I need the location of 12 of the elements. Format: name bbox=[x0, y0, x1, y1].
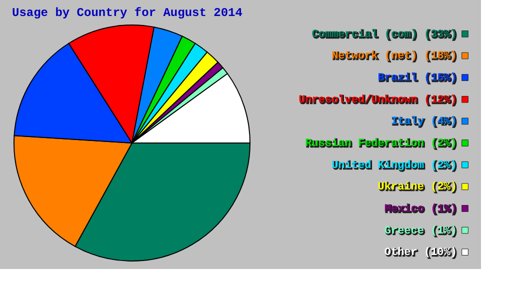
legend-label: Russian Federation (2%) bbox=[305, 138, 457, 150]
legend-label: Other (10%) bbox=[384, 247, 457, 260]
legend-label: Italy (4%) bbox=[390, 116, 457, 128]
legend-label: Brazil (15%) bbox=[378, 72, 457, 85]
legend-label: Ukraine (2%) bbox=[378, 182, 457, 194]
legend-label: Greece (1%) bbox=[384, 225, 457, 238]
legend-label: Unresolved/Unknown (12%) bbox=[298, 94, 457, 106]
legend-label: Commercial (com) (33%) bbox=[312, 30, 458, 42]
legend-label: United Kingdom (2%) bbox=[332, 160, 457, 172]
legend-label: Mexico (1%) bbox=[384, 203, 457, 216]
legend-label: Network (net) (18%) bbox=[332, 50, 457, 63]
chart-title: Usage by Country for August 2014 bbox=[12, 6, 242, 20]
